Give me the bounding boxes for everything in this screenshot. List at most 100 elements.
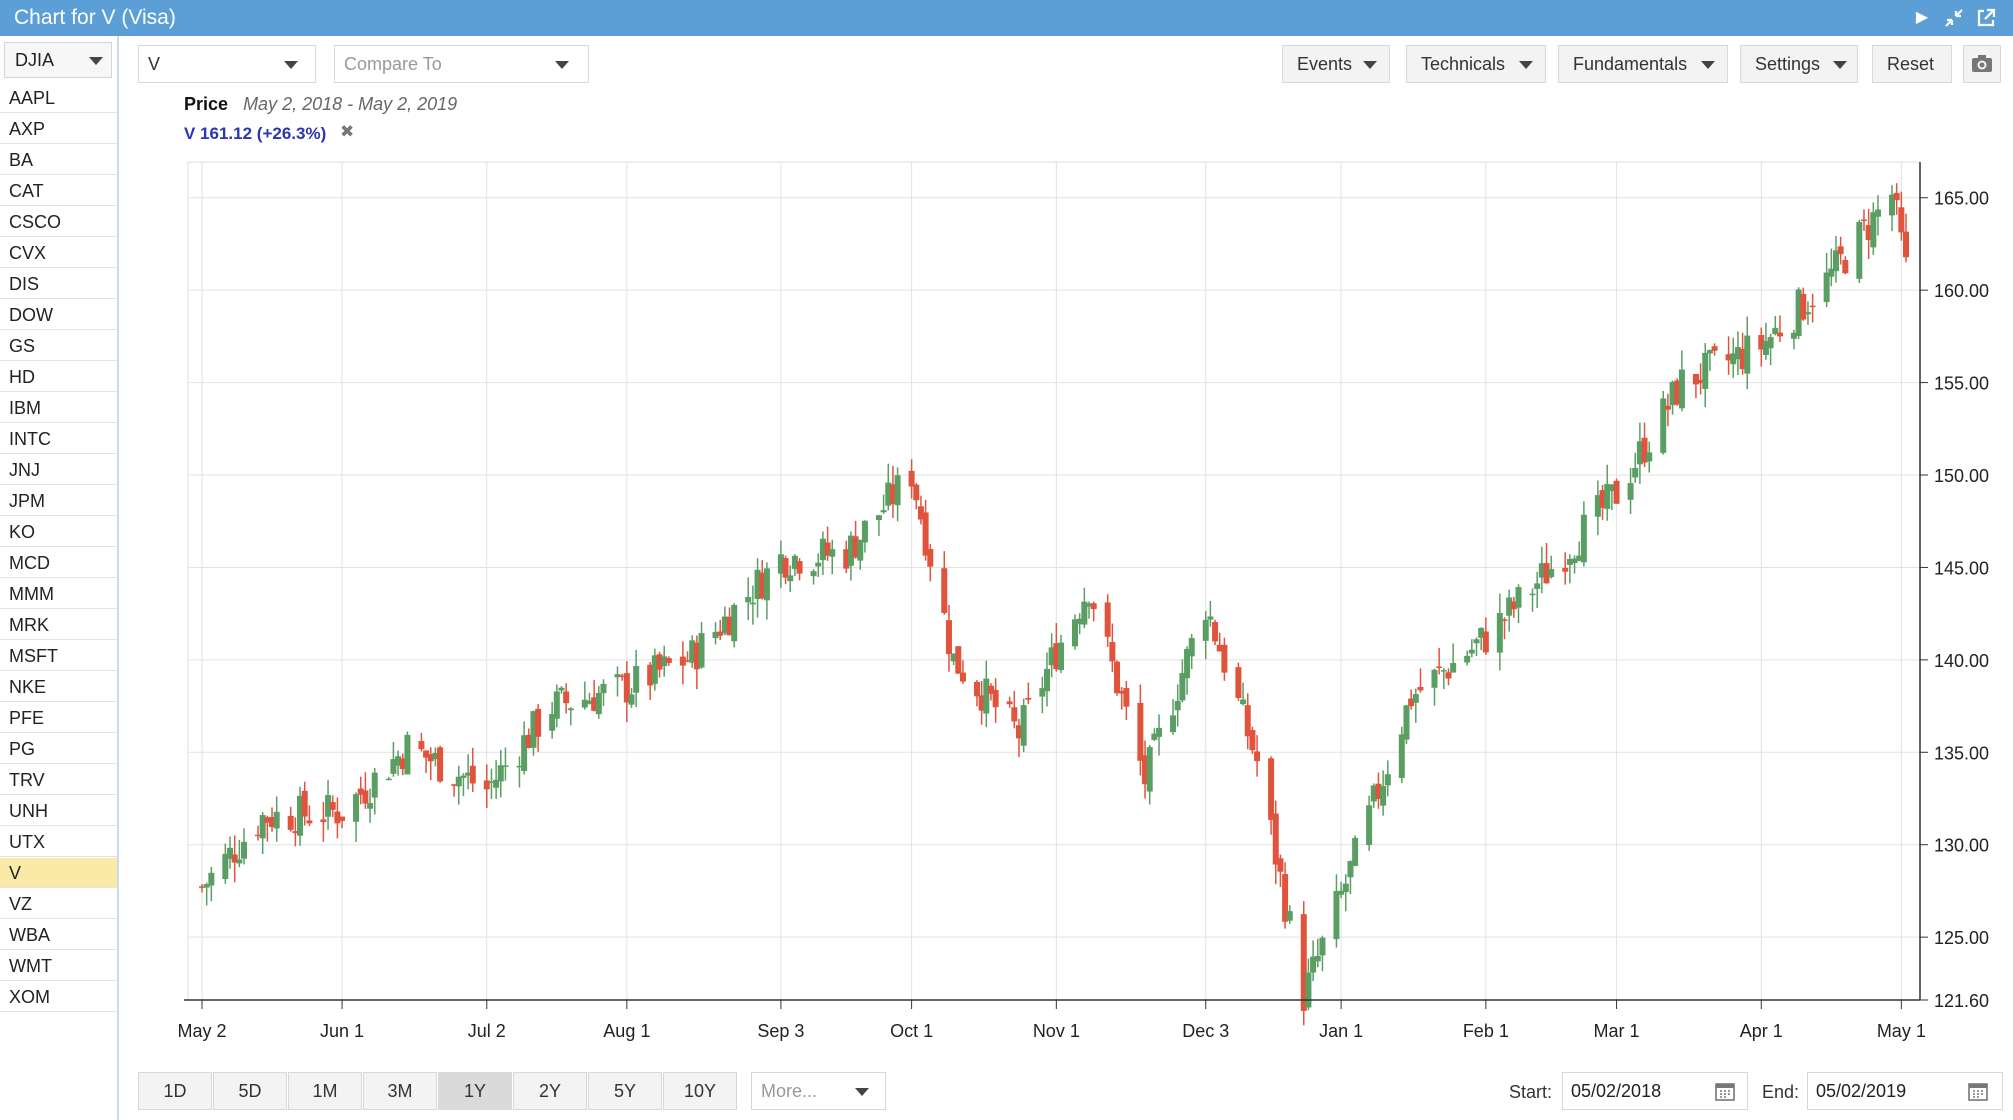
- range-button-1m[interactable]: 1M: [288, 1072, 362, 1110]
- candle-body: [1384, 774, 1391, 786]
- candle-body: [1566, 558, 1573, 565]
- range-button-1y[interactable]: 1Y: [438, 1072, 512, 1110]
- candle-body: [595, 693, 602, 715]
- candle-body: [1468, 649, 1475, 654]
- candle-body: [1464, 655, 1471, 663]
- fundamentals-button[interactable]: Fundamentals: [1558, 45, 1728, 83]
- screenshot-button[interactable]: [1963, 45, 2001, 83]
- symbol-item-axp[interactable]: AXP: [0, 114, 117, 144]
- symbol-item-intc[interactable]: INTC: [0, 424, 117, 454]
- candle-body: [1109, 642, 1116, 662]
- symbol-item-xom[interactable]: XOM: [0, 982, 117, 1012]
- symbol-item-mrk[interactable]: MRK: [0, 610, 117, 640]
- candle-body: [1580, 514, 1587, 563]
- range-button-1d[interactable]: 1D: [138, 1072, 212, 1110]
- symbol-item-nke[interactable]: NKE: [0, 672, 117, 702]
- close-icon[interactable]: ✖: [340, 122, 355, 141]
- range-button-2y[interactable]: 2Y: [513, 1072, 587, 1110]
- settings-button[interactable]: Settings: [1740, 45, 1858, 83]
- external-link-icon[interactable]: [1972, 4, 2000, 32]
- candle-body: [880, 510, 887, 513]
- x-tick-label: Aug 1: [603, 1021, 650, 1041]
- symbol-item-dis[interactable]: DIS: [0, 269, 117, 299]
- range-button-5y[interactable]: 5Y: [588, 1072, 662, 1110]
- symbol-item-mcd[interactable]: MCD: [0, 548, 117, 578]
- candle-body: [908, 470, 915, 487]
- candle-body: [1244, 705, 1251, 737]
- series-legend-label[interactable]: V 161.12 (+26.3%): [184, 124, 327, 143]
- symbol-item-ko[interactable]: KO: [0, 517, 117, 547]
- index-select[interactable]: DJIA: [4, 42, 112, 78]
- range-button-3m[interactable]: 3M: [363, 1072, 437, 1110]
- symbol-item-cvx[interactable]: CVX: [0, 238, 117, 268]
- candle-body: [1874, 209, 1881, 217]
- candle-body: [1086, 603, 1093, 607]
- symbol-item-msft[interactable]: MSFT: [0, 641, 117, 671]
- candle-body: [1604, 484, 1611, 509]
- symbol-item-utx[interactable]: UTX: [0, 827, 117, 857]
- candle-body: [973, 681, 980, 697]
- candle-body: [633, 666, 640, 693]
- symbol-item-dow[interactable]: DOW: [0, 300, 117, 330]
- more-ranges-select[interactable]: More...: [751, 1072, 886, 1110]
- symbol-item-pfe[interactable]: PFE: [0, 703, 117, 733]
- candle-body: [815, 562, 822, 567]
- symbol-item-mmm[interactable]: MMM: [0, 579, 117, 609]
- candle-body: [913, 484, 920, 501]
- arrow-right-icon[interactable]: ▶: [1915, 9, 1929, 26]
- start-date-input[interactable]: 05/02/2018: [1562, 1072, 1748, 1110]
- candlestick-series: [199, 183, 1909, 1026]
- candle-body: [1137, 702, 1144, 761]
- range-button-5d[interactable]: 5D: [213, 1072, 287, 1110]
- symbol-item-gs[interactable]: GS: [0, 331, 117, 361]
- candle-body: [264, 817, 271, 823]
- symbol-item-trv[interactable]: TRV: [0, 765, 117, 795]
- symbol-item-jnj[interactable]: JNJ: [0, 455, 117, 485]
- symbol-item-vz[interactable]: VZ: [0, 889, 117, 919]
- technicals-button[interactable]: Technicals: [1406, 45, 1546, 83]
- candle-body: [1898, 207, 1905, 233]
- calendar-icon[interactable]: [1714, 1080, 1736, 1102]
- symbol-item-hd[interactable]: HD: [0, 362, 117, 392]
- symbol-item-cat[interactable]: CAT: [0, 176, 117, 206]
- technicals-button-label: Technicals: [1421, 54, 1506, 74]
- symbol-select[interactable]: V: [138, 45, 316, 83]
- symbol-item-v[interactable]: V: [0, 858, 117, 888]
- candle-body: [1795, 289, 1802, 336]
- end-date-input[interactable]: 05/02/2019: [1807, 1072, 2003, 1110]
- symbol-item-aapl[interactable]: AAPL: [0, 83, 117, 113]
- camera-icon: [1972, 55, 1992, 72]
- symbol-item-ibm[interactable]: IBM: [0, 393, 117, 423]
- symbol-item-wba[interactable]: WBA: [0, 920, 117, 950]
- range-button-10y[interactable]: 10Y: [663, 1072, 737, 1110]
- symbol-item-pg[interactable]: PG: [0, 734, 117, 764]
- compare-to-placeholder: Compare To: [344, 54, 442, 74]
- symbol-item-wmt[interactable]: WMT: [0, 951, 117, 981]
- events-button[interactable]: Events: [1282, 45, 1390, 83]
- compare-to-select[interactable]: Compare To: [334, 45, 589, 83]
- symbol-item-csco[interactable]: CSCO: [0, 207, 117, 237]
- candle-body: [493, 779, 500, 788]
- reset-button[interactable]: Reset: [1872, 45, 1952, 83]
- collapse-icon[interactable]: [1940, 4, 1968, 32]
- candle-body: [1272, 813, 1279, 865]
- candle-body: [329, 802, 336, 810]
- candle-body: [460, 775, 467, 778]
- candle-body: [418, 741, 425, 750]
- candle-body: [1888, 194, 1895, 216]
- symbol-item-ba[interactable]: BA: [0, 145, 117, 175]
- price-chart[interactable]: 165.00 160.00 155.00 150.00 145.00 140.00 135.…: [0, 150, 2013, 1050]
- candle-body: [623, 673, 630, 703]
- calendar-icon[interactable]: [1967, 1080, 1989, 1102]
- candle-body: [297, 795, 304, 836]
- candle-body: [1515, 587, 1522, 608]
- symbol-item-jpm[interactable]: JPM: [0, 486, 117, 516]
- candle-body: [1842, 259, 1849, 274]
- symbol-item-unh[interactable]: UNH: [0, 796, 117, 826]
- candle-body: [1510, 601, 1517, 610]
- candle-body: [889, 484, 896, 504]
- candle-body: [1636, 441, 1643, 465]
- candle-body: [1762, 340, 1769, 355]
- candle-body: [1744, 335, 1751, 374]
- candle-body: [1702, 352, 1709, 389]
